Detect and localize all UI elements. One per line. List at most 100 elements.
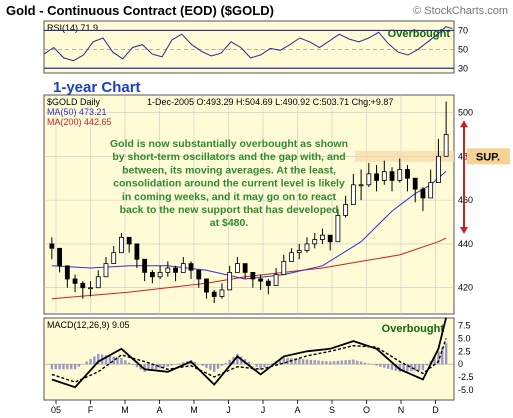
macd-histogram-bar <box>224 362 228 365</box>
price-bar <box>304 237 310 253</box>
price-tick-label: 440 <box>458 239 473 249</box>
macd-histogram-bar <box>247 361 251 365</box>
macd-histogram-bar <box>127 362 131 365</box>
macd-histogram-bar <box>255 364 258 367</box>
macd-histogram-bar <box>390 364 394 370</box>
macd-histogram-bar <box>263 364 266 368</box>
price-bar-body <box>320 234 325 240</box>
note-line: in coming weeks, and it may go on to rea… <box>122 191 337 203</box>
price-bar-body <box>235 263 240 273</box>
macd-histogram-bar <box>112 356 115 365</box>
price-bar <box>397 158 403 183</box>
price-bar-body <box>149 271 155 278</box>
macd-histogram-bar <box>340 360 343 365</box>
rsi-line <box>43 26 453 62</box>
note-line: between, its moving averages. At the lea… <box>122 164 336 176</box>
macd-label: MACD(12,26,9) 9.05 <box>47 320 130 330</box>
analysis-note: Gold is now substantially overbought as … <box>110 138 348 229</box>
price-bar <box>219 283 225 299</box>
price-bar <box>196 269 202 288</box>
macd-histogram-bar <box>143 364 146 372</box>
rsi-panel <box>43 20 455 74</box>
macd-histogram-bar <box>348 359 351 365</box>
macd-histogram-bar <box>155 364 158 370</box>
macd-histogram-bar <box>406 364 409 372</box>
macd-histogram-bar <box>85 361 88 365</box>
macd-histogram-bar <box>336 360 340 365</box>
macd-histogram-bar <box>205 364 208 368</box>
x-tick-label: O <box>363 405 370 415</box>
macd-histogram-bar <box>352 359 355 365</box>
macd-tick-label: -5.0 <box>458 385 474 395</box>
price-bar-body <box>296 250 302 254</box>
macd-tick-label: 2.5 <box>458 346 471 356</box>
macd-histogram-bar <box>444 343 448 365</box>
price-bar <box>312 232 318 249</box>
macd-histogram-bar <box>166 364 170 367</box>
price-bar-body <box>57 247 62 267</box>
price-bar-body <box>273 274 279 286</box>
macd-histogram-bar <box>162 364 166 368</box>
rsi-label: RSI(14) 71.9 <box>47 23 98 33</box>
price-bar-body <box>80 282 86 289</box>
support-arrow <box>460 120 468 234</box>
macd-histogram-bar <box>309 359 313 365</box>
macd-histogram-bar <box>367 363 371 365</box>
macd-histogram-bar <box>178 363 181 365</box>
x-tick-label: J <box>261 405 266 415</box>
price-bar <box>119 232 124 254</box>
price-bar-body <box>381 171 387 181</box>
price-bar <box>258 274 263 290</box>
macd-signal-line <box>51 338 447 383</box>
macd-histogram-bar <box>417 364 421 371</box>
macd-histogram-bar <box>421 364 425 371</box>
macd-histogram-bar <box>383 364 386 368</box>
macd-histogram-bar <box>402 364 405 372</box>
price-bar <box>173 265 178 282</box>
macd-histogram-bar <box>259 364 262 370</box>
price-bar <box>157 265 163 279</box>
macd-histogram-bar <box>236 353 239 365</box>
ma200-label: MA(200) 442.65 <box>47 117 112 127</box>
macd-histogram-bar <box>375 364 378 366</box>
macd-overbought-label: Overbought <box>382 323 445 335</box>
price-bar-body <box>111 252 117 265</box>
x-tick-label: D <box>432 405 439 415</box>
price-bar-body <box>374 173 379 181</box>
price-bar <box>405 165 410 192</box>
price-bar-body <box>165 267 171 273</box>
price-bar-body <box>188 263 194 271</box>
macd-histogram-bar <box>359 361 363 365</box>
price-bar-body <box>173 267 178 273</box>
price-bar-body <box>443 134 449 157</box>
price-bar <box>320 228 325 244</box>
support-label: SUP. <box>476 151 500 163</box>
note-line: Gold is now substantially overbought as … <box>110 138 348 150</box>
price-bar-body <box>142 258 148 273</box>
macd-histogram-bar <box>410 364 413 372</box>
macd-histogram-bar <box>313 360 316 365</box>
macd-histogram-bar <box>267 364 270 366</box>
macd-histogram-bar <box>386 364 390 369</box>
price-bar <box>265 278 271 295</box>
x-tick-label: A <box>294 405 300 415</box>
price-bar <box>88 281 93 297</box>
rsi-tick-label: 30 <box>458 63 468 73</box>
macd-histogram-bar <box>77 364 81 367</box>
macd-histogram-bar <box>321 360 324 365</box>
macd-histogram-bar <box>116 357 119 365</box>
price-bar-body <box>265 280 271 286</box>
price-bar <box>95 270 101 289</box>
price-bar <box>180 257 186 273</box>
price-bar <box>103 257 109 278</box>
macd-histogram-bar <box>182 362 185 365</box>
price-bar-body <box>358 184 364 187</box>
price-bar <box>443 101 449 157</box>
price-bar-body <box>366 173 372 186</box>
price-bar-body <box>134 243 140 260</box>
macd-histogram-bar <box>108 355 112 365</box>
rsi-tick-label: 50 <box>458 44 468 54</box>
price-bar <box>80 281 86 299</box>
macd-histogram-bar <box>270 363 274 365</box>
x-tick-label: 05 <box>51 405 61 415</box>
